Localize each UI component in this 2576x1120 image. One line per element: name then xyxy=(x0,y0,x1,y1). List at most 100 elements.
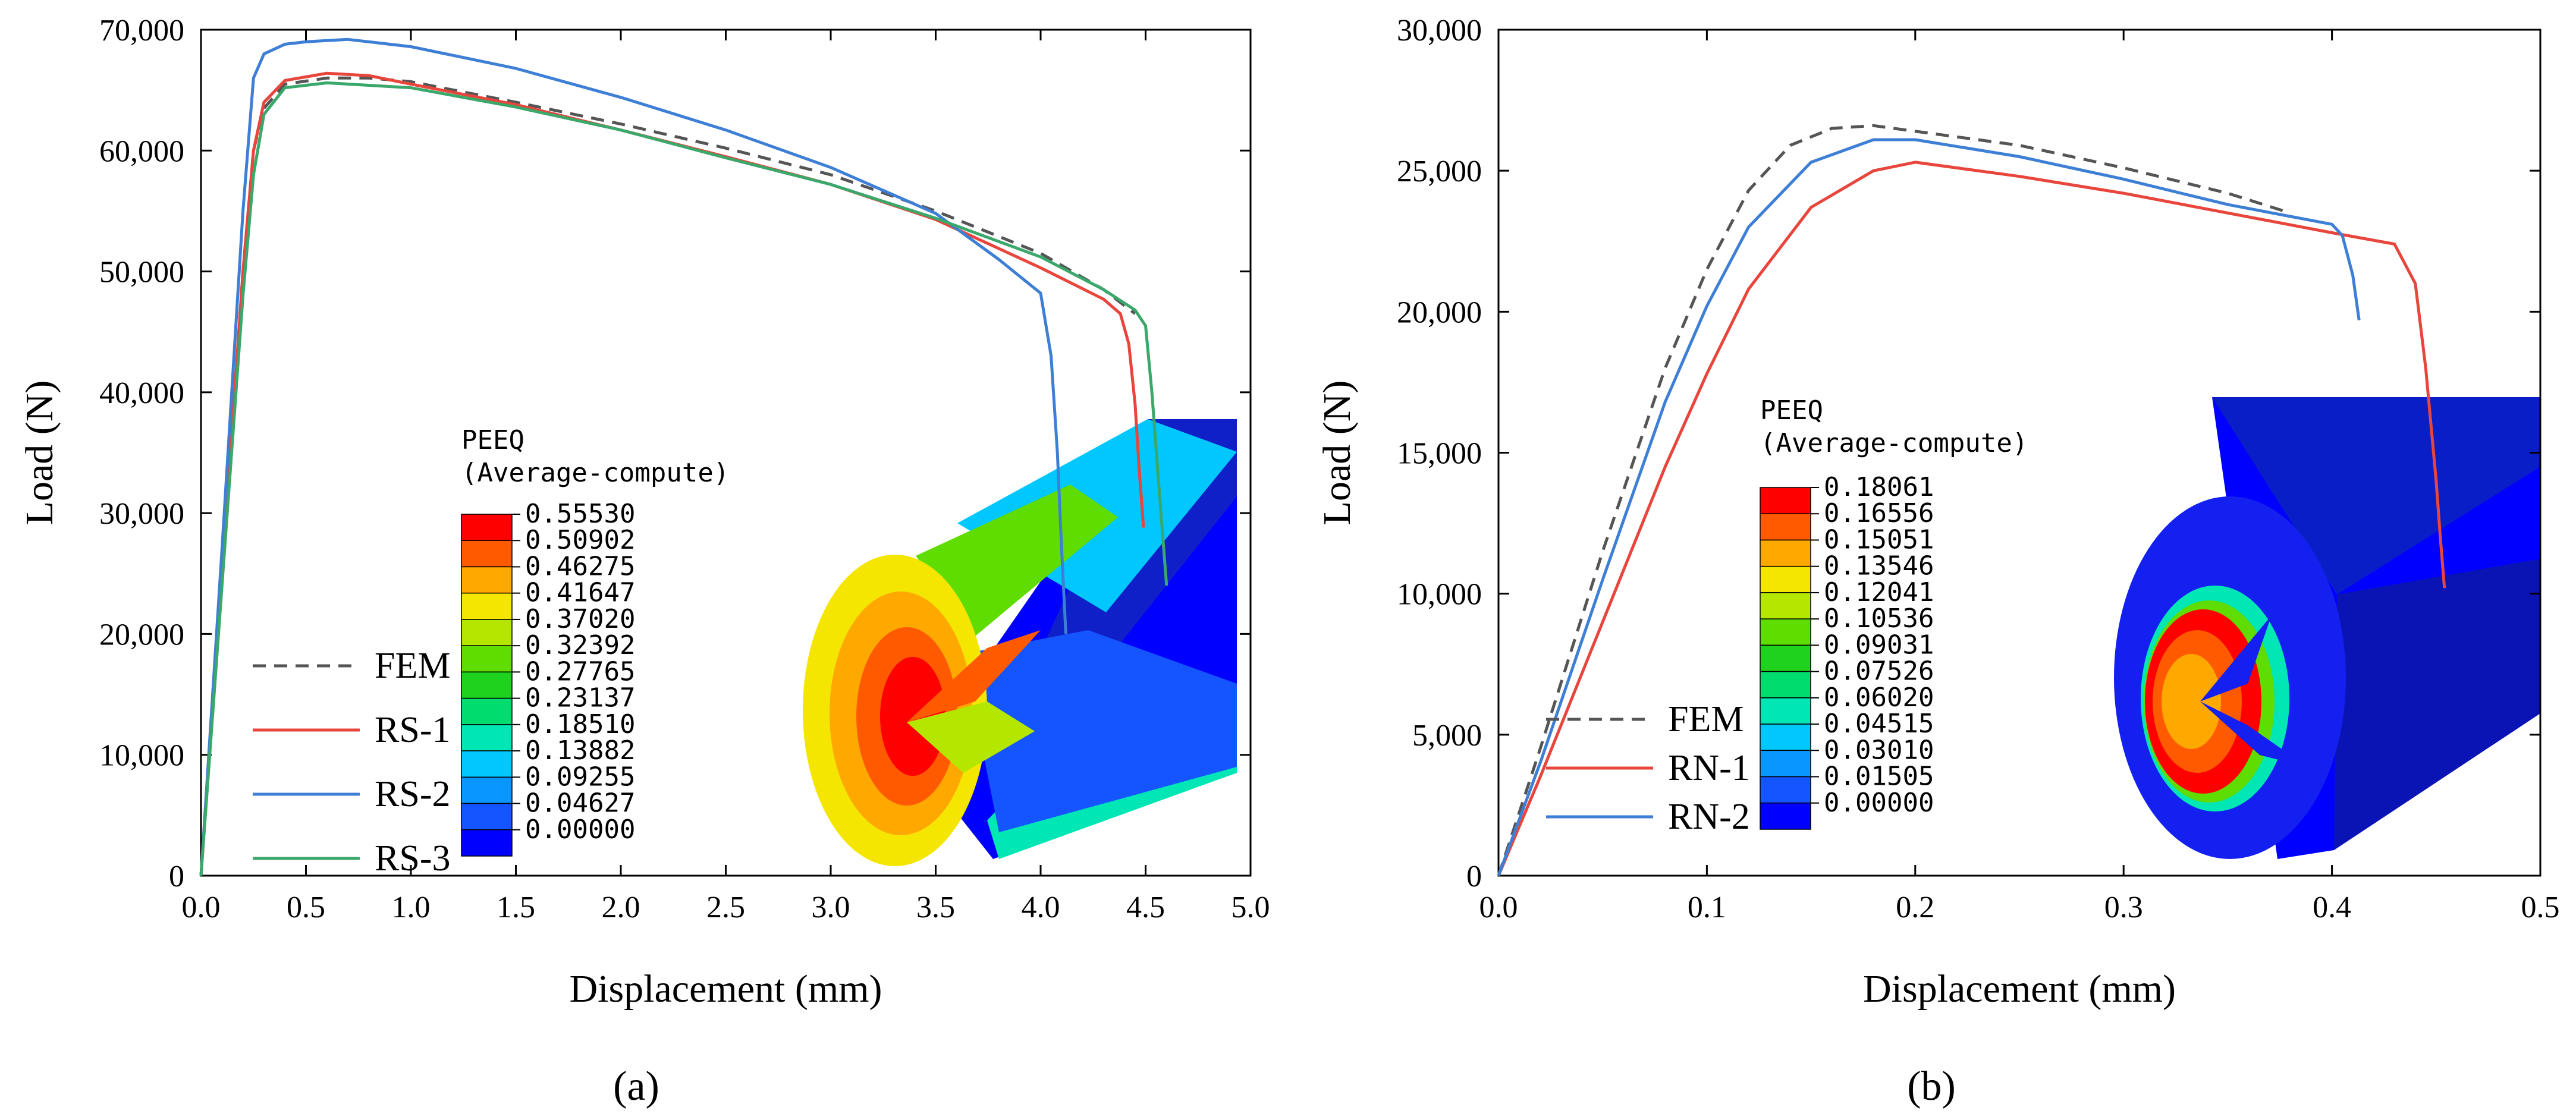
colorbar-swatch xyxy=(1760,723,1811,751)
colorbar-label: 0.13546 xyxy=(1824,551,1934,581)
colorbar-label: 0.09031 xyxy=(1824,630,1934,660)
y-tick-label: 50,000 xyxy=(99,256,184,290)
series-line-rs-2 xyxy=(199,37,1067,876)
series-line-fem xyxy=(1497,124,2291,876)
colorbar-title: PEEQ xyxy=(461,425,524,455)
colorbar-swatch xyxy=(1760,671,1811,699)
x-tick-label: 1.0 xyxy=(392,891,431,924)
y-tick-label: 10,000 xyxy=(99,739,184,773)
x-tick-label: 0.0 xyxy=(182,891,221,924)
colorbar-swatch xyxy=(1760,513,1811,541)
legend-label: FEM xyxy=(1668,699,1743,740)
y-tick-label: 30,000 xyxy=(99,497,184,531)
fe-model-a xyxy=(803,419,1237,866)
x-tick-label: 0.5 xyxy=(287,891,325,924)
colorbar-swatch xyxy=(1760,750,1811,778)
x-tick-label: 4.5 xyxy=(1126,891,1165,924)
colorbar-swatch xyxy=(1760,697,1811,725)
colorbar-swatch xyxy=(461,829,513,857)
colorbar-label: 0.07526 xyxy=(1824,656,1934,687)
colorbar-label: 0.23137 xyxy=(525,683,635,713)
y-tick-label: 60,000 xyxy=(99,134,184,168)
colorbar-label: 0.50902 xyxy=(525,525,635,555)
colorbar-swatch xyxy=(461,592,513,620)
colorbar-swatch xyxy=(461,566,513,594)
colorbar-label: 0.16556 xyxy=(1824,498,1934,528)
colorbar-label: 0.32392 xyxy=(525,630,635,660)
colorbar-label: 0.37020 xyxy=(525,604,635,634)
series-line-rs-3 xyxy=(199,81,1168,876)
colorbar-label: 0.10536 xyxy=(1824,603,1934,634)
fe-model-b xyxy=(2114,397,2540,859)
colorbar-label: 0.46275 xyxy=(525,551,635,581)
y-tick-label: 5,000 xyxy=(1412,719,1482,753)
colorbar-label: 0.01505 xyxy=(1824,762,1934,792)
colorbar-subtitle: (Average-compute) xyxy=(1760,428,2028,458)
colorbar-swatch xyxy=(461,645,513,673)
fe-model-band xyxy=(963,630,1237,832)
colorbar-label: 0.00000 xyxy=(1824,788,1934,818)
y-tick-label: 70,000 xyxy=(99,14,184,48)
colorbar-swatch xyxy=(1760,487,1811,514)
legend-label: RS-1 xyxy=(375,710,450,750)
fe-model-band xyxy=(916,485,1118,636)
x-tick-label: 0.2 xyxy=(1896,891,1934,924)
panel-label: (b) xyxy=(1907,1064,1956,1109)
fe-model-cut xyxy=(2200,701,2307,767)
colorbar-label: 0.18510 xyxy=(525,709,635,740)
colorbar-swatch xyxy=(461,750,513,778)
colorbar-label: 0.13882 xyxy=(525,735,635,766)
y-tick-label: 0 xyxy=(1466,860,1482,894)
colorbar-swatch xyxy=(461,540,513,568)
legend-label: RS-2 xyxy=(375,774,450,814)
x-tick-label: 0.3 xyxy=(2104,891,2143,924)
colorbar-swatch xyxy=(1760,644,1811,672)
colorbar-label: 0.15051 xyxy=(1824,524,1934,555)
fe-model-top-face xyxy=(2212,397,2540,594)
series-line-rn-2 xyxy=(1497,138,2361,876)
y-axis-title: Load (N) xyxy=(1315,380,1359,526)
panel-a: 0.0 0.5 1.0 1.5 2.0 2.5 3.0 3.5 4.0 4.5 5.0 0 10,000… xyxy=(18,14,1270,1109)
y-tick-label: 0 xyxy=(169,860,184,894)
fe-model-cut xyxy=(907,701,1035,773)
panel-b: 0.0 0.1 0.2 0.3 0.4 0.5 0 5,000 10,000 15,000 20,0… xyxy=(1315,14,2560,1109)
y-tick-label: 30,000 xyxy=(1397,14,1482,48)
legend-label: RN-1 xyxy=(1668,748,1750,788)
colorbar-label: 0.00000 xyxy=(525,814,635,845)
colorbar-swatch xyxy=(1760,776,1811,804)
y-tick-label: 20,000 xyxy=(1397,295,1482,329)
colorbar-swatch xyxy=(1760,565,1811,593)
x-tick-label: 0.5 xyxy=(2521,891,2560,924)
fe-model-side xyxy=(2334,559,2540,850)
colorbar-label: 0.55530 xyxy=(525,499,635,529)
legend-label: RS-3 xyxy=(375,838,450,879)
colorbar-subtitle: (Average-compute) xyxy=(461,458,729,488)
colorbar-swatch xyxy=(461,671,513,699)
colorbar-swatch xyxy=(1760,618,1811,646)
legend-label: RN-2 xyxy=(1668,797,1750,837)
x-tick-label: 2.0 xyxy=(602,891,640,924)
x-tick-label: 0.0 xyxy=(1479,891,1518,924)
colorbar-swatch xyxy=(1760,539,1811,567)
colorbar-swatch xyxy=(1760,803,1811,830)
colorbar-swatch xyxy=(1760,592,1811,619)
x-axis-title: Displacement (mm) xyxy=(1863,967,2176,1011)
x-tick-label: 0.1 xyxy=(1688,891,1726,924)
colorbar-swatch xyxy=(461,619,513,646)
colorbar-swatch xyxy=(461,776,513,804)
y-axis-title: Load (N) xyxy=(18,380,61,526)
colorbar-label: 0.06020 xyxy=(1824,682,1934,713)
colorbar-label: 0.03010 xyxy=(1824,735,1934,765)
y-tick-label: 15,000 xyxy=(1397,437,1482,471)
colorbar-label: 0.12041 xyxy=(1824,577,1934,608)
colorbar-label: 0.18061 xyxy=(1824,472,1934,502)
y-tick-label: 10,000 xyxy=(1397,578,1482,612)
panel-label: (a) xyxy=(613,1064,659,1109)
x-tick-label: 3.0 xyxy=(812,891,850,924)
colorbar-label: 0.09255 xyxy=(525,762,635,792)
x-tick-label: 3.5 xyxy=(916,891,955,924)
fe-model-face xyxy=(880,657,945,776)
colorbar-swatch xyxy=(461,697,513,725)
colorbar-label: 0.04515 xyxy=(1824,709,1934,739)
